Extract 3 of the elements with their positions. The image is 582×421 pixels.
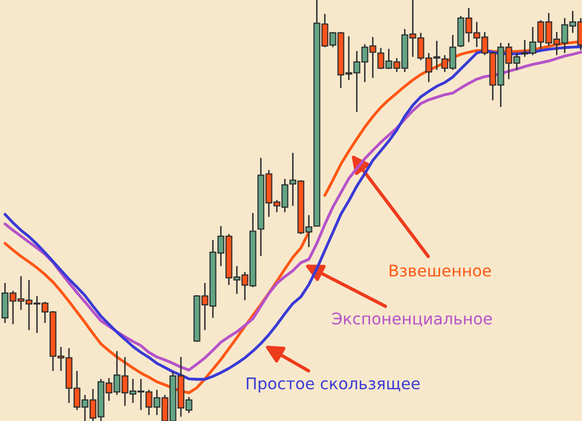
text: Экспоненциальное <box>332 312 492 327</box>
text: Взвешенное <box>390 264 491 277</box>
series-label: Простое скользящее <box>246 378 420 393</box>
